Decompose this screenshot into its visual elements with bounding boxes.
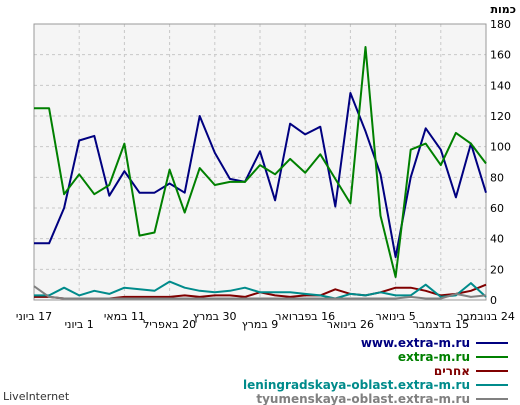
brand-label: LiveInternet (3, 390, 70, 403)
y-axis-label: כמות (491, 3, 516, 16)
x-tick-label: 30 במרץ (193, 310, 236, 323)
y-tick-label: 80 (490, 171, 504, 184)
y-tick-label: 40 (490, 233, 504, 246)
legend-label-2: extra-m.ru (398, 350, 470, 364)
x-tick-label: 24 בנובמבר (457, 310, 515, 323)
series-lines (33, 46, 487, 300)
y-tick-label: 20 (490, 263, 504, 276)
x-tick-label: 17 ביוני (16, 310, 52, 323)
y-tick-label: 160 (490, 49, 511, 62)
series-line-1 (34, 92, 487, 259)
x-tick-label: 16 בפברואר (275, 310, 335, 323)
series-line-2 (34, 46, 487, 278)
y-axis: 0 20 40 60 80 100 120 140 160 180 (490, 18, 511, 307)
legend-label-5: tyumenskaya-oblast.extra-m.ru (256, 392, 470, 405)
y-tick-label: 120 (490, 110, 511, 123)
y-tick-label: 60 (490, 202, 504, 215)
x-tick-label: 20 באפריל (143, 318, 196, 331)
legend: www.extra-m.ruextra-m.ruאחריםleningradsk… (243, 336, 508, 405)
legend-label-4: leningradskaya-oblast.extra-m.ru (243, 378, 470, 392)
y-tick-label: 100 (490, 141, 511, 154)
legend-label-1: www.extra-m.ru (361, 336, 470, 350)
x-tick-label: 11 במאי (104, 310, 145, 323)
x-tick-label: 5 בינואר (375, 310, 415, 323)
series-line-5 (33, 285, 487, 300)
legend-label-3: אחרים (434, 364, 470, 378)
y-tick-label: 140 (490, 79, 511, 92)
x-tick-label: 26 בינואר (327, 318, 374, 331)
series-line-4 (34, 280, 487, 300)
x-tick-label: 1 ביוני (65, 318, 94, 331)
y-tick-label: 180 (490, 18, 511, 31)
y-tick-label: 0 (490, 294, 497, 307)
x-tick-label: 9 במרץ (242, 318, 278, 331)
x-tick-label: 15 בדצמבר (413, 318, 469, 331)
